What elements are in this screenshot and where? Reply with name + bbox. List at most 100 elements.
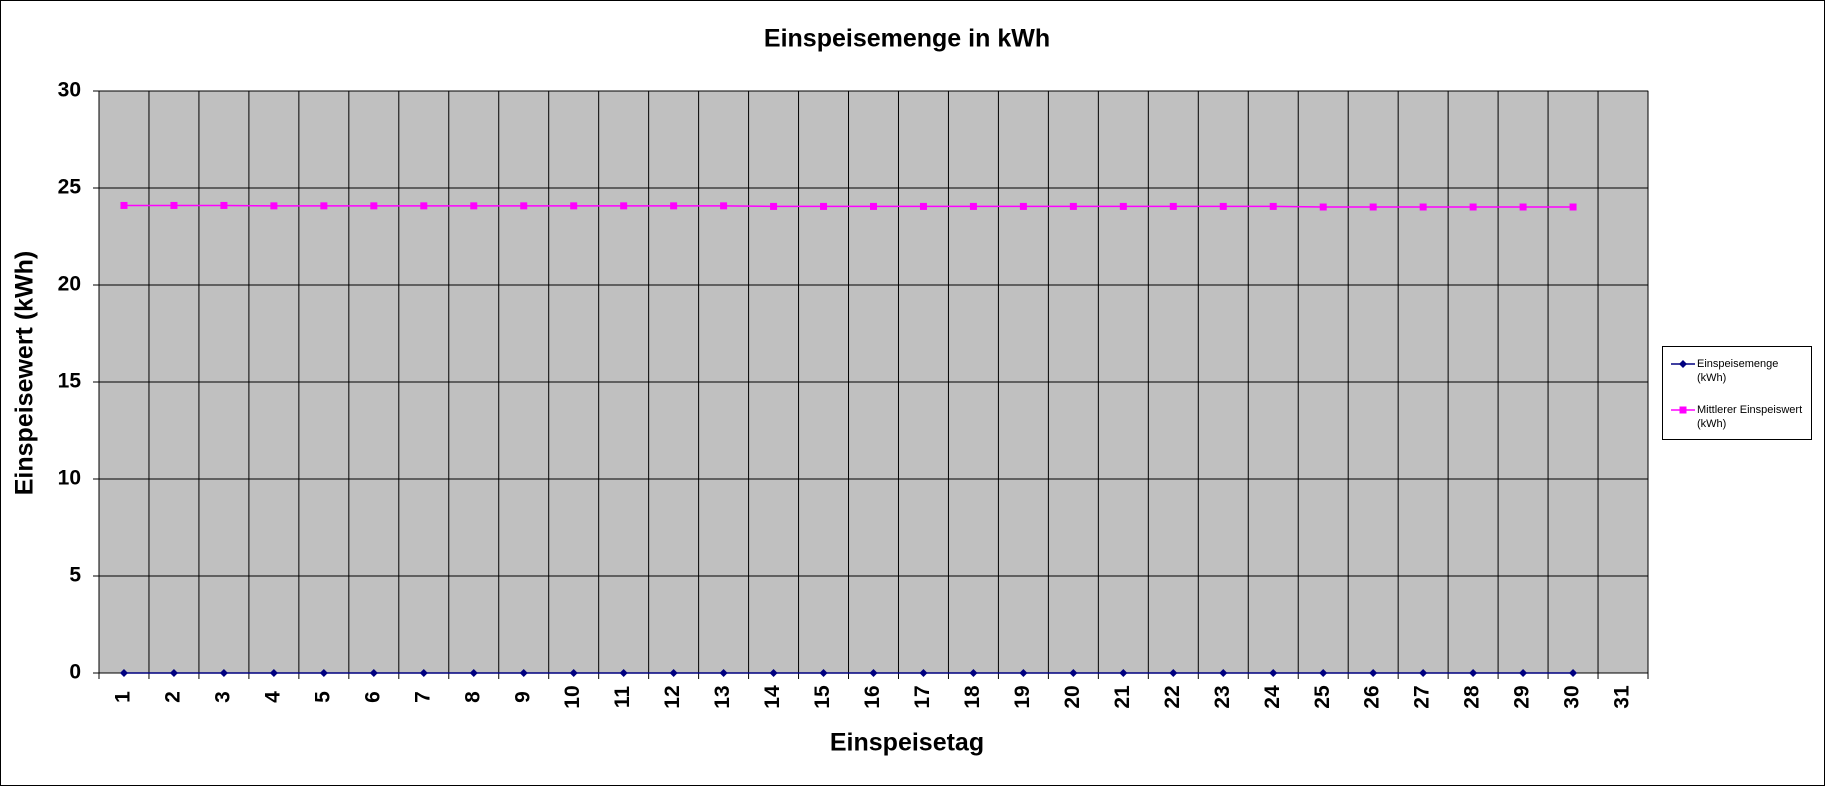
data-point: [1319, 203, 1327, 211]
x-tick-label: 13: [711, 685, 734, 708]
legend: Einspeisemenge (kWh) Mittlerer Einspeiswe…: [1662, 346, 1812, 440]
x-tick-label: 19: [1011, 685, 1034, 708]
data-point: [519, 669, 528, 677]
x-axis-title: Einspeisetag: [830, 729, 984, 757]
data-point: [170, 201, 178, 209]
data-point: [819, 669, 828, 677]
data-point: [1019, 669, 1028, 677]
x-tick-label: 21: [1111, 685, 1134, 709]
data-point: [1069, 669, 1078, 677]
data-point: [169, 669, 178, 677]
legend-marker: [1679, 360, 1687, 368]
x-tick-label: 14: [761, 685, 784, 709]
x-tick-label: 15: [811, 685, 834, 709]
data-point: [569, 669, 578, 677]
x-tick-label: 18: [961, 685, 984, 709]
data-point: [870, 202, 877, 210]
x-tick-label: 20: [1061, 685, 1084, 708]
legend-marker: [1679, 406, 1687, 414]
data-point: [919, 669, 928, 677]
x-tick-label: 9: [511, 691, 534, 703]
y-tick-label: 10: [58, 467, 81, 490]
data-point: [1069, 202, 1077, 210]
data-point: [1419, 203, 1427, 211]
chart-title: Einspeisemenge in kWh: [764, 25, 1050, 53]
data-point: [1469, 669, 1478, 677]
data-point: [120, 201, 128, 209]
data-point: [719, 669, 728, 677]
legend-label: Einspeisemenge (kWh): [1697, 358, 1779, 384]
data-point: [1519, 203, 1527, 211]
x-tick-label: 10: [561, 685, 584, 708]
x-tick-label: 25: [1311, 685, 1334, 709]
data-point: [319, 669, 328, 677]
series-line: [123, 204, 1574, 208]
data-point: [1369, 669, 1378, 677]
data-point: [1319, 669, 1328, 677]
data-point: [1569, 203, 1577, 211]
data-point: [469, 669, 478, 677]
data-point: [520, 202, 528, 210]
data-point: [919, 202, 927, 210]
data-point: [619, 669, 628, 677]
data-point: [1219, 669, 1228, 677]
data-point: [770, 202, 778, 210]
data-point: [1119, 202, 1127, 210]
x-tick-label: 28: [1461, 685, 1484, 709]
data-point: [320, 202, 328, 210]
y-tick-label: 30: [58, 79, 81, 102]
data-point: [669, 669, 678, 677]
data-point: [969, 669, 978, 677]
data-point: [1419, 669, 1428, 677]
data-point: [420, 202, 428, 210]
x-tick-label: 31: [1611, 685, 1634, 709]
data-point: [269, 669, 278, 677]
x-tick-label: 8: [461, 691, 484, 703]
x-tick-label: 30: [1561, 685, 1584, 708]
x-tick-label: 16: [861, 685, 884, 708]
data-point: [570, 202, 578, 210]
data-point: [620, 202, 628, 210]
data-point: [1169, 669, 1178, 677]
x-tick-label: 23: [1211, 685, 1234, 708]
x-tick-label: 24: [1261, 685, 1284, 709]
legend-item: Mittlerer Einspeiswert (kWh): [1669, 403, 1805, 431]
x-tick-label: 4: [261, 691, 284, 703]
data-point: [1519, 669, 1528, 677]
y-tick-label: 0: [69, 661, 81, 684]
data-point: [1119, 669, 1128, 677]
y-tick-label: 5: [69, 564, 81, 587]
data-point: [370, 202, 378, 210]
y-axis-title: Einspeisewert (kWh): [11, 251, 39, 496]
data-point: [1169, 202, 1177, 210]
y-tick-label: 15: [58, 370, 82, 393]
x-tick-label: 3: [211, 691, 234, 703]
y-tick-label: 20: [58, 273, 81, 296]
data-point: [869, 669, 878, 677]
y-tick-label: 25: [58, 176, 82, 199]
data-point: [219, 669, 228, 677]
data-point: [1019, 202, 1027, 210]
x-tick-label: 26: [1361, 685, 1384, 708]
x-tick-label: 6: [361, 691, 384, 703]
data-point: [220, 201, 228, 209]
x-tick-label: 12: [661, 685, 684, 708]
data-point: [470, 202, 478, 210]
legend-item: Einspeisemenge (kWh): [1669, 357, 1805, 385]
data-point: [820, 202, 828, 210]
data-point: [1219, 202, 1227, 210]
data-point: [1269, 202, 1277, 210]
data-point: [1369, 203, 1377, 211]
x-tick-label: 2: [161, 691, 184, 703]
data-point: [1269, 669, 1278, 677]
x-tick-label: 7: [411, 691, 434, 703]
data-point: [670, 202, 678, 210]
data-point: [369, 669, 378, 677]
x-tick-label: 27: [1411, 685, 1434, 708]
data-point: [1569, 669, 1578, 677]
x-tick-label: 29: [1511, 685, 1534, 708]
x-tick-label: 1: [112, 691, 135, 703]
data-point: [419, 669, 428, 677]
